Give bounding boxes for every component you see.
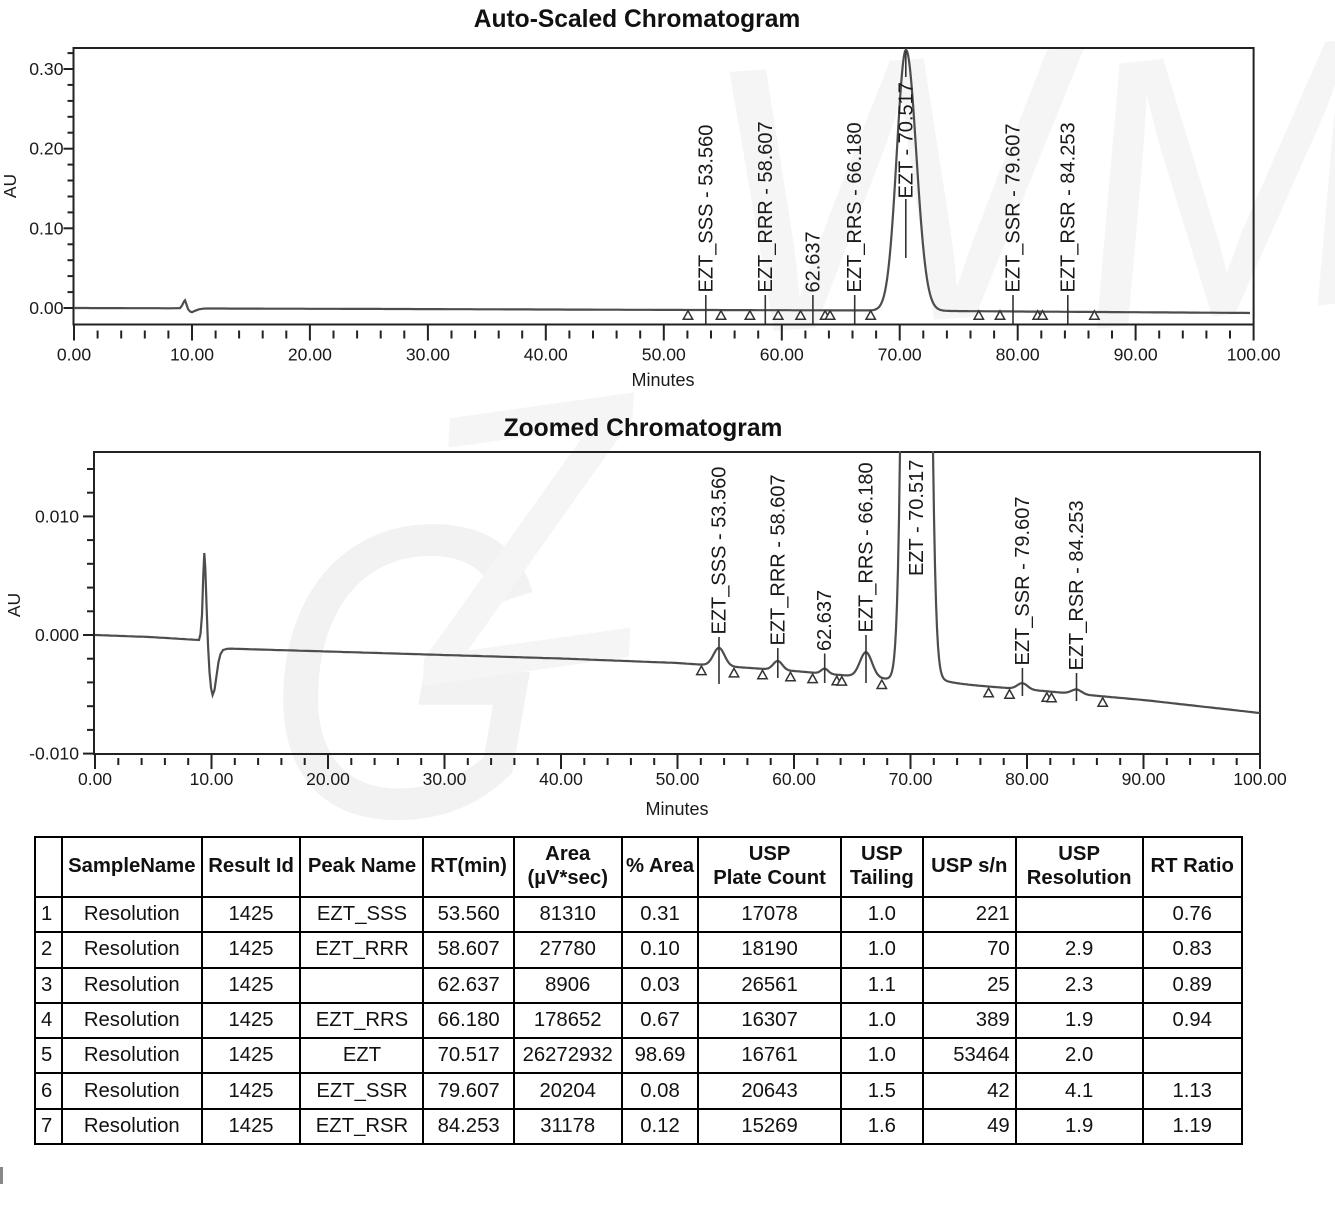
svg-text:EZT_SSS - 53.560: EZT_SSS - 53.560 [709, 467, 731, 635]
svg-text:100.00: 100.00 [1227, 345, 1281, 365]
svg-text:EZT_RSR - 84.253: EZT_RSR - 84.253 [1066, 500, 1088, 670]
svg-text:62.637: 62.637 [814, 590, 836, 651]
svg-text:90.00: 90.00 [1114, 345, 1158, 365]
svg-text:0.00: 0.00 [29, 298, 63, 318]
svg-text:EZT_RRR - 58.607: EZT_RRR - 58.607 [755, 121, 777, 292]
svg-text:70.00: 70.00 [878, 345, 922, 365]
svg-text:EZT_SSS - 53.560: EZT_SSS - 53.560 [695, 125, 717, 293]
svg-text:20.00: 20.00 [306, 769, 350, 789]
svg-text:0.30: 0.30 [29, 59, 63, 79]
svg-text:EZT_SSR - 79.607: EZT_SSR - 79.607 [1012, 497, 1034, 666]
svg-text:Auto-Scaled Chromatogram: Auto-Scaled Chromatogram [474, 6, 801, 33]
svg-text:0.010: 0.010 [35, 506, 79, 526]
svg-text:20.00: 20.00 [288, 345, 332, 365]
svg-text:G: G [265, 438, 548, 836]
svg-text:EZT_RRS - 66.180: EZT_RRS - 66.180 [844, 122, 866, 292]
svg-text:50.00: 50.00 [656, 769, 700, 789]
svg-text:80.00: 80.00 [996, 345, 1040, 365]
svg-text:62.637: 62.637 [802, 231, 824, 292]
svg-text:10.00: 10.00 [190, 769, 234, 789]
svg-text:AU: AU [4, 593, 24, 617]
svg-text:60.00: 60.00 [760, 345, 804, 365]
svg-text:EZT_RRS - 66.180: EZT_RRS - 66.180 [856, 462, 878, 632]
svg-text:0.00: 0.00 [78, 769, 112, 789]
svg-text:EZT_RSR - 84.253: EZT_RSR - 84.253 [1057, 122, 1079, 292]
svg-text:EZT - 70.517: EZT - 70.517 [895, 82, 917, 198]
svg-text:40.00: 40.00 [539, 769, 583, 789]
svg-text:80.00: 80.00 [1005, 769, 1049, 789]
svg-text:40.00: 40.00 [524, 345, 568, 365]
svg-text:10.00: 10.00 [170, 345, 214, 365]
svg-text:AU: AU [0, 174, 20, 198]
svg-text:0.000: 0.000 [35, 625, 79, 645]
svg-text:-0.010: -0.010 [29, 744, 79, 764]
svg-text:0.20: 0.20 [29, 139, 63, 159]
svg-text:90.00: 90.00 [1122, 769, 1166, 789]
svg-text:EZT - 70.517: EZT - 70.517 [906, 460, 928, 576]
svg-text:30.00: 30.00 [406, 345, 450, 365]
svg-text:100.00: 100.00 [1233, 769, 1287, 789]
svg-text:M: M [1049, 0, 1335, 411]
svg-text:EZT_RRR - 58.607: EZT_RRR - 58.607 [767, 474, 789, 645]
svg-text:Minutes: Minutes [645, 799, 708, 819]
svg-text:EZT_SSR - 79.607: EZT_SSR - 79.607 [1003, 124, 1025, 293]
svg-text:50.00: 50.00 [642, 345, 686, 365]
svg-text:30.00: 30.00 [423, 769, 467, 789]
svg-text:60.00: 60.00 [772, 769, 816, 789]
svg-text:0.10: 0.10 [29, 218, 63, 238]
svg-text:Zoomed Chromatogram: Zoomed Chromatogram [504, 415, 783, 442]
svg-text:Minutes: Minutes [631, 370, 694, 390]
svg-text:70.00: 70.00 [889, 769, 933, 789]
svg-text:0.00: 0.00 [57, 345, 91, 365]
